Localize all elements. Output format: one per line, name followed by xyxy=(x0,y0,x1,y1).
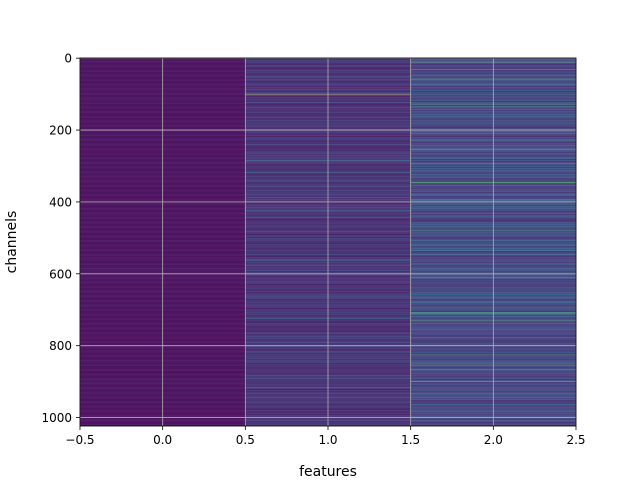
x-axis-label: features xyxy=(299,464,357,480)
y-axis-ticks: 0 200 400 600 800 1000 xyxy=(41,52,80,425)
y-axis-label: channels xyxy=(4,211,20,274)
x-tick-label: 1.0 xyxy=(318,433,337,447)
y-tick-label: 0 xyxy=(64,52,72,66)
x-tick-label: 2.0 xyxy=(484,433,503,447)
x-axis-ticks: −0.5 0.0 0.5 1.0 1.5 2.0 2.5 xyxy=(65,426,586,447)
x-tick-label: 2.5 xyxy=(566,433,585,447)
y-tick-label: 400 xyxy=(49,195,72,209)
x-tick-label: 1.5 xyxy=(401,433,420,447)
x-tick-label: 0.5 xyxy=(236,433,255,447)
y-tick-label: 800 xyxy=(49,339,72,353)
y-tick-label: 600 xyxy=(49,267,72,281)
x-tick-label: 0.0 xyxy=(153,433,172,447)
x-tick-label: −0.5 xyxy=(65,433,94,447)
y-tick-label: 200 xyxy=(49,124,72,138)
y-tick-label: 1000 xyxy=(41,411,72,425)
